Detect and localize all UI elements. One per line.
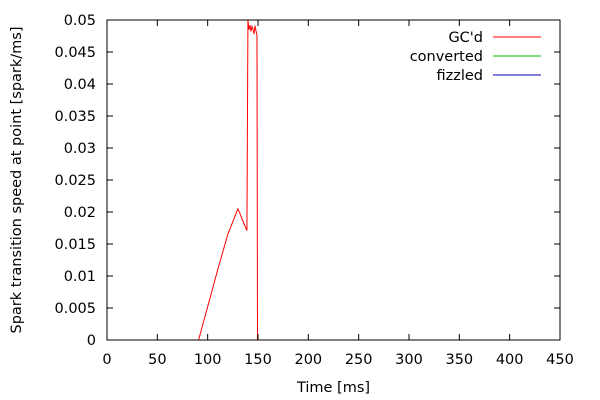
x-tick-label: 50 [148,352,166,368]
y-tick-label: 0 [87,333,96,349]
y-tick-label: 0.035 [54,109,96,125]
x-tick-label: 300 [395,352,423,368]
y-tick-label: 0.005 [54,301,96,317]
legend-label-fizzled: fizzled [436,68,483,84]
x-axis-title: Time [ms] [296,380,370,396]
x-tick-label: 400 [496,352,524,368]
y-tick-label: 0.025 [54,173,96,189]
x-tick-label: 0 [102,352,111,368]
x-tick-label: 200 [294,352,322,368]
legend-label-converted: converted [410,49,483,65]
y-tick-label: 0.04 [64,77,96,93]
plot-frame [106,19,561,341]
ticks-layer: 0 50 100 150 200 250 300 350 400 450 0 0.005 0.01 0.0… [54,13,573,368]
y-tick-label: 0.015 [54,237,96,253]
x-tick-label: 350 [445,352,473,368]
x-tick-label: 250 [345,352,373,368]
y-tick-label: 0.02 [64,205,96,221]
legend: GC'd converted fizzled [410,30,541,84]
x-tick-label: 150 [244,352,272,368]
y-axis-title: Spark transition speed at point [spark/m… [9,26,25,333]
y-tick-label: 0.045 [54,45,96,61]
y-tick-label: 0.01 [64,269,96,285]
y-tick-label: 0.05 [64,13,96,29]
y-tick-label: 0.03 [64,141,96,157]
legend-label-gc-d: GC'd [448,30,483,46]
x-tick-label: 450 [546,352,574,368]
x-tick-label: 100 [194,352,222,368]
